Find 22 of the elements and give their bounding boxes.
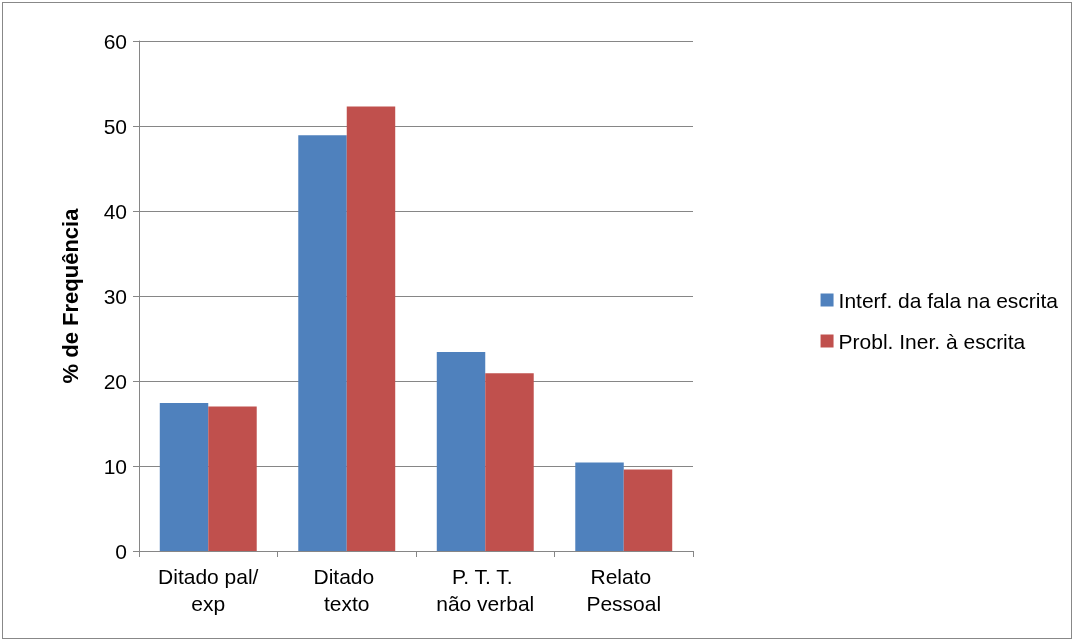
- y-tick-label: 20: [103, 369, 127, 393]
- bar: [575, 462, 624, 551]
- y-tick-label: 60: [103, 29, 127, 53]
- x-tick-label: Ditado pal/exp: [158, 565, 259, 615]
- y-axis-title: % de Frequência: [57, 207, 83, 384]
- x-tick-label: P. T. T. não verbal: [436, 565, 535, 615]
- bar: [208, 406, 257, 551]
- y-tick-label: 40: [103, 199, 127, 223]
- y-tick-label: 50: [103, 114, 127, 138]
- legend-label: Probl. Iner. à escrita: [838, 329, 1026, 353]
- y-tick-label: 10: [103, 454, 127, 478]
- bar: [159, 403, 209, 551]
- x-tick-label: Relato Pessoal: [586, 565, 662, 615]
- bar: [298, 135, 347, 551]
- y-tick-label: 0: [115, 539, 127, 563]
- bar: [436, 352, 486, 551]
- bar: [485, 373, 534, 551]
- bar: [623, 469, 673, 551]
- y-tick-label: 30: [103, 284, 127, 308]
- bar: [346, 106, 396, 551]
- x-tick-label: Ditado texto: [313, 565, 381, 615]
- legend-label: Interf. da fala na escrita: [838, 288, 1059, 312]
